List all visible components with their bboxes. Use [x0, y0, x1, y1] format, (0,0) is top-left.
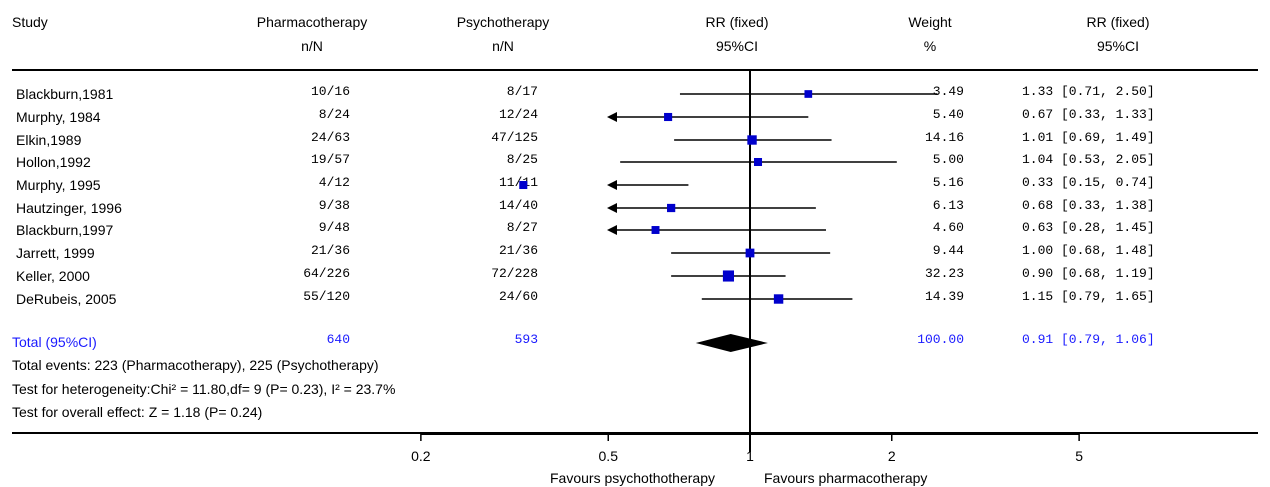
study-ci: 1.15 [0.79, 1.65] — [1022, 289, 1155, 304]
pharma-count: 10/16 — [310, 84, 350, 99]
study-weight: 32.23 — [924, 266, 964, 281]
study-ci: 0.68 [0.33, 1.38] — [1022, 198, 1155, 213]
pharma-count: 4/12 — [318, 175, 350, 190]
study-ci: 0.63 [0.28, 1.45] — [1022, 220, 1155, 235]
study-name: Hautzinger, 1996 — [16, 200, 122, 216]
psycho-count: 72/228 — [491, 266, 538, 281]
total-pharma: 640 — [326, 332, 350, 347]
x-tick-label: 0.5 — [599, 448, 619, 464]
study-name: Blackburn,1997 — [16, 222, 114, 238]
study-ci: 1.04 [0.53, 2.05] — [1022, 152, 1155, 167]
psycho-count: 12/24 — [498, 107, 538, 122]
study-marker — [773, 294, 784, 304]
total-psycho: 593 — [514, 332, 538, 347]
header-rr-plot-ci: 95%CI — [715, 38, 759, 54]
study-name: DeRubeis, 2005 — [16, 291, 117, 307]
psycho-count: 8/27 — [506, 220, 538, 235]
psycho-count: 47/125 — [491, 130, 538, 145]
study-ci: 1.00 [0.68, 1.48] — [1022, 243, 1155, 258]
study-weight: 14.39 — [924, 289, 964, 304]
study-name: Murphy, 1995 — [16, 177, 101, 193]
psycho-count: 21/36 — [498, 243, 538, 258]
ci-arrow-left — [607, 180, 617, 190]
study-name: Jarrett, 1999 — [16, 245, 95, 261]
total-ci: 0.91 [0.79, 1.06] — [1022, 332, 1155, 347]
study-ci: 0.33 [0.15, 0.74] — [1022, 175, 1155, 190]
psycho-count: 8/25 — [506, 152, 538, 167]
study-marker — [745, 248, 755, 258]
psycho-count: 24/60 — [498, 289, 538, 304]
study-name: Blackburn,1981 — [16, 86, 114, 102]
study-weight: 5.40 — [932, 107, 964, 122]
study-ci: 1.01 [0.69, 1.49] — [1022, 130, 1155, 145]
pharma-count: 19/57 — [310, 152, 350, 167]
study-marker — [519, 180, 528, 190]
psycho-count: 8/17 — [506, 84, 538, 99]
favours-right-label: Favours pharmacotherapy — [764, 470, 928, 486]
study-weight: 5.00 — [932, 152, 964, 167]
ci-arrow-left — [607, 112, 617, 122]
x-tick-label: 1 — [746, 448, 754, 464]
study-marker — [651, 226, 660, 234]
pharma-count: 64/226 — [303, 266, 350, 281]
study-weight: 3.49 — [932, 84, 964, 99]
header-rr-plot: RR (fixed) — [705, 14, 769, 30]
total-label: Total (95%CI) — [12, 334, 97, 350]
study-name: Murphy, 1984 — [16, 109, 101, 125]
header-rr-text: RR (fixed) — [1086, 14, 1150, 30]
study-marker — [747, 135, 757, 145]
header-pharma: Pharmacotherapy — [256, 14, 368, 30]
study-weight: 14.16 — [924, 130, 964, 145]
header-psycho: Psychotherapy — [456, 14, 550, 30]
study-marker — [664, 112, 673, 122]
favours-left-label: Favours psychothotherapy — [550, 470, 715, 486]
study-name: Elkin,1989 — [16, 132, 82, 148]
header-weight-pct: % — [923, 38, 937, 54]
pharma-count: 8/24 — [318, 107, 350, 122]
header-rr-text-ci: 95%CI — [1096, 38, 1140, 54]
header-psycho-nN: n/N — [492, 38, 514, 54]
study-weight: 5.16 — [932, 175, 964, 190]
study-weight: 6.13 — [932, 198, 964, 213]
pharma-count: 21/36 — [310, 243, 350, 258]
pharma-count: 9/48 — [318, 220, 350, 235]
ci-arrow-left — [607, 225, 617, 235]
pharma-count: 55/120 — [303, 289, 350, 304]
study-weight: 9.44 — [932, 243, 964, 258]
psycho-count: 11/11 — [498, 175, 538, 190]
study-ci: 0.67 [0.33, 1.33] — [1022, 107, 1155, 122]
pharma-count: 24/63 — [310, 130, 350, 145]
psycho-count: 14/40 — [498, 198, 538, 213]
pharma-count: 9/38 — [318, 198, 350, 213]
note-heterogeneity: Test for heterogeneity:Chi² = 11.80,df= … — [12, 381, 396, 397]
study-ci: 0.90 [0.68, 1.19] — [1022, 266, 1155, 281]
study-marker — [754, 157, 763, 167]
study-name: Hollon,1992 — [16, 154, 91, 170]
study-weight: 4.60 — [932, 220, 964, 235]
study-marker — [804, 90, 813, 98]
x-tick-label: 2 — [888, 448, 896, 464]
pooled-diamond — [695, 334, 768, 352]
x-tick-label: 0.2 — [411, 448, 431, 464]
header-weight: Weight — [908, 14, 952, 30]
study-ci: 1.33 [0.71, 2.50] — [1022, 84, 1155, 99]
x-tick-label: 5 — [1075, 448, 1083, 464]
study-name: Keller, 2000 — [16, 268, 90, 284]
header-study: Study — [12, 14, 48, 30]
study-marker — [667, 203, 676, 213]
study-marker — [722, 270, 735, 282]
ci-arrow-left — [607, 203, 617, 213]
note-overall-effect: Test for overall effect: Z = 1.18 (P= 0.… — [12, 404, 263, 420]
header-divider — [12, 69, 1258, 71]
note-total-events: Total events: 223 (Pharmacotherapy), 225… — [12, 357, 379, 373]
header-pharma-nN: n/N — [301, 38, 323, 54]
total-weight: 100.00 — [917, 332, 964, 347]
